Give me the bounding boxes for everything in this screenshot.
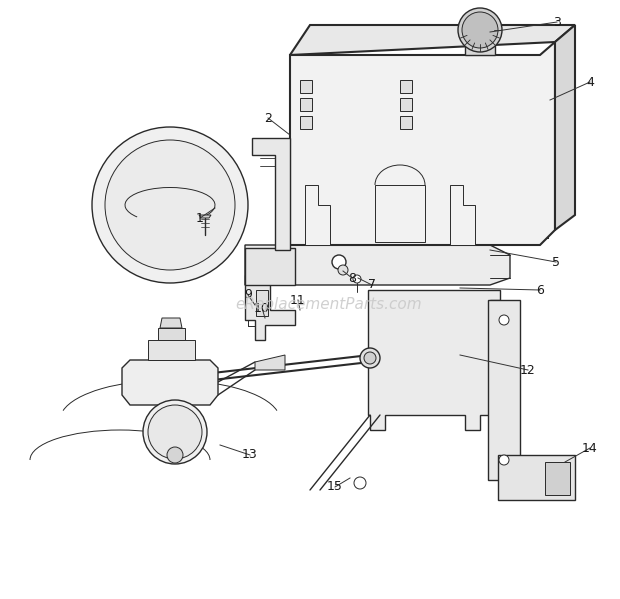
Circle shape	[92, 127, 248, 283]
Polygon shape	[305, 185, 330, 245]
Circle shape	[364, 352, 376, 364]
Polygon shape	[400, 80, 412, 93]
Polygon shape	[245, 245, 510, 285]
Polygon shape	[199, 215, 211, 218]
Text: 13: 13	[242, 449, 258, 461]
Circle shape	[105, 140, 235, 270]
Polygon shape	[290, 25, 575, 55]
Polygon shape	[450, 185, 475, 245]
Polygon shape	[245, 248, 295, 285]
Circle shape	[499, 455, 509, 465]
Polygon shape	[252, 138, 290, 250]
Text: eReplacementParts.com: eReplacementParts.com	[235, 298, 422, 313]
Circle shape	[338, 265, 348, 275]
Polygon shape	[300, 116, 312, 129]
Polygon shape	[290, 42, 555, 245]
Text: 7: 7	[368, 279, 376, 292]
Text: 5: 5	[552, 256, 560, 268]
Circle shape	[143, 400, 207, 464]
Circle shape	[360, 348, 380, 368]
Text: 4: 4	[586, 75, 594, 89]
Polygon shape	[488, 300, 520, 480]
Polygon shape	[122, 360, 218, 405]
Polygon shape	[498, 455, 575, 500]
Circle shape	[462, 12, 498, 48]
Polygon shape	[555, 25, 575, 230]
Polygon shape	[545, 462, 570, 495]
Circle shape	[499, 315, 509, 325]
Text: 2: 2	[264, 111, 272, 125]
Text: 12: 12	[520, 364, 536, 377]
Polygon shape	[148, 340, 195, 360]
Circle shape	[353, 275, 361, 283]
Polygon shape	[245, 260, 295, 340]
Polygon shape	[255, 355, 285, 370]
Circle shape	[192, 370, 208, 386]
Text: 15: 15	[327, 480, 343, 494]
Polygon shape	[465, 38, 495, 55]
Text: 1: 1	[196, 211, 204, 225]
Text: 10: 10	[254, 301, 270, 314]
Polygon shape	[400, 98, 412, 111]
Text: 14: 14	[582, 441, 598, 455]
Circle shape	[354, 477, 366, 489]
Text: 8: 8	[348, 271, 356, 285]
Polygon shape	[8, 135, 270, 495]
Circle shape	[148, 405, 202, 459]
Text: 11: 11	[290, 294, 306, 307]
Circle shape	[332, 255, 346, 269]
Polygon shape	[300, 80, 312, 93]
Text: 3: 3	[553, 16, 561, 29]
Text: 9: 9	[244, 289, 252, 301]
Circle shape	[458, 8, 502, 52]
Polygon shape	[400, 116, 412, 129]
Polygon shape	[256, 290, 268, 316]
Text: 6: 6	[536, 283, 544, 297]
Polygon shape	[368, 290, 500, 430]
Polygon shape	[375, 185, 425, 242]
Circle shape	[167, 447, 183, 463]
Polygon shape	[300, 98, 312, 111]
Polygon shape	[160, 318, 182, 328]
Polygon shape	[158, 328, 185, 340]
